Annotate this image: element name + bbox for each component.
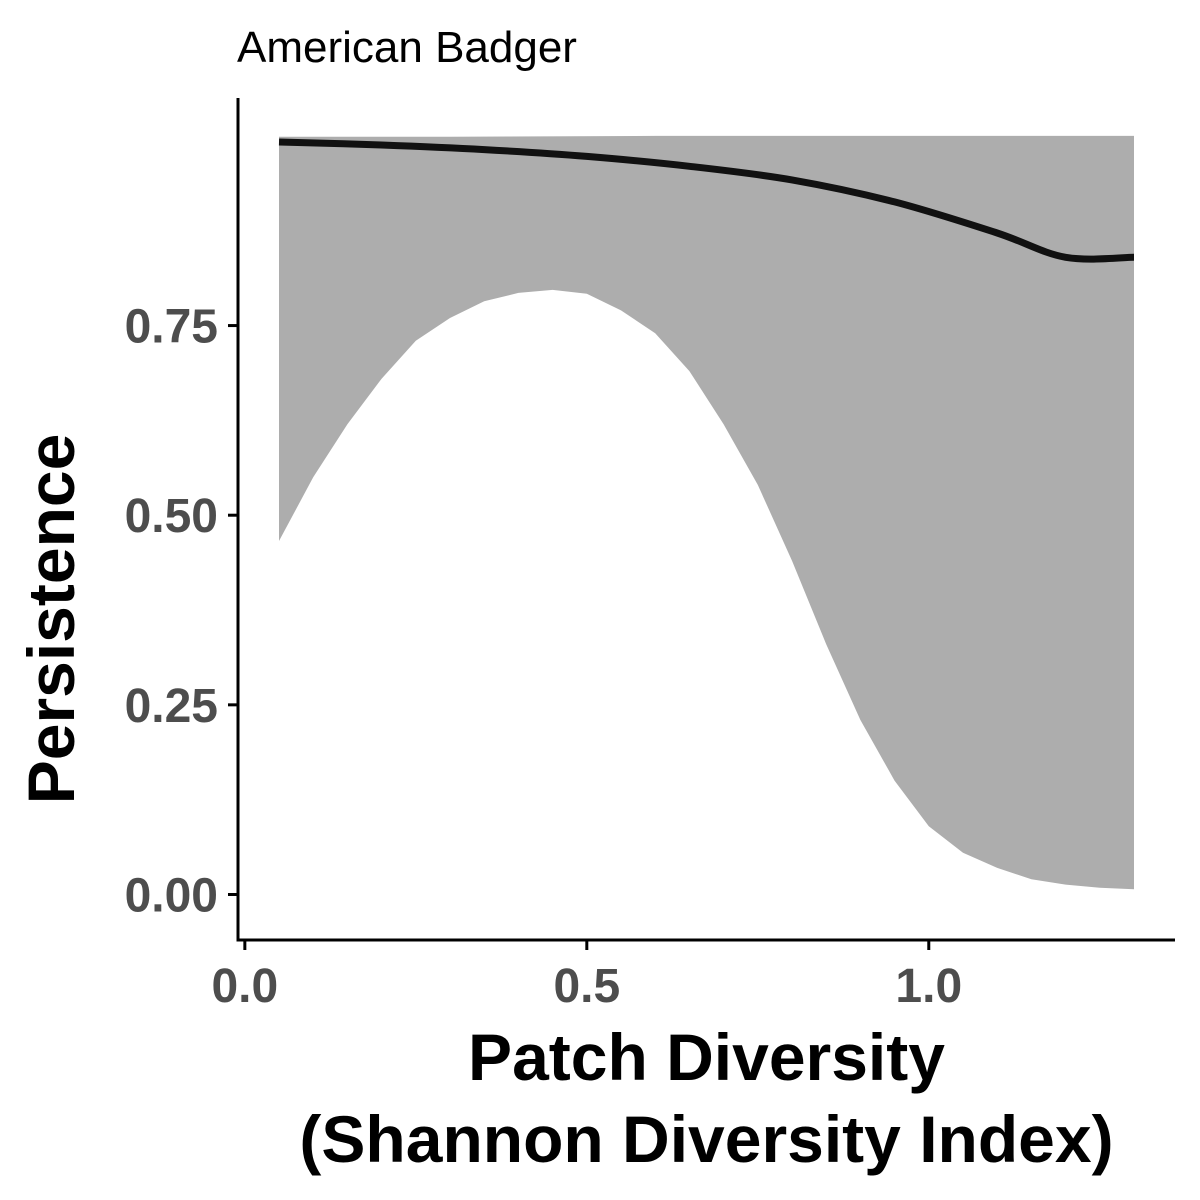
y-tick-label: 0.50 bbox=[125, 490, 218, 543]
chart-title: American Badger bbox=[237, 23, 577, 72]
axes bbox=[236, 98, 1175, 942]
fit-line bbox=[278, 138, 1135, 263]
x-tick-label: 0.0 bbox=[211, 960, 278, 1013]
y-tick-label: 0.25 bbox=[125, 680, 218, 733]
x-axis-title-line-1: Patch Diversity bbox=[468, 1020, 945, 1094]
x-axis-title-line-2: (Shannon Diversity Index) bbox=[299, 1102, 1113, 1176]
x-tick-label: 1.0 bbox=[895, 960, 962, 1013]
y-axis-ticks: 0.00 0.25 0.50 0.75 bbox=[125, 301, 238, 922]
x-axis-ticks: 0.0 0.5 1.0 bbox=[211, 940, 962, 1013]
y-tick-label: 0.00 bbox=[125, 869, 218, 922]
x-tick-label: 0.5 bbox=[553, 960, 620, 1013]
plot-area bbox=[278, 135, 1135, 890]
y-tick-label: 0.75 bbox=[125, 301, 218, 354]
y-axis-title: Persistence bbox=[14, 434, 88, 805]
confidence-ribbon bbox=[279, 135, 1134, 890]
